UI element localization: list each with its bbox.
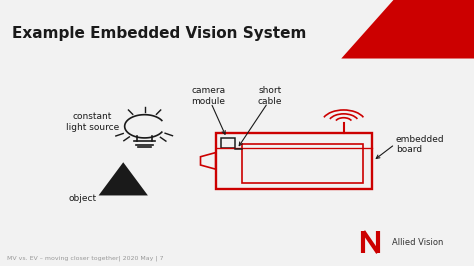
Text: short
cable: short cable xyxy=(258,86,283,106)
Text: constant
light source: constant light source xyxy=(66,113,119,132)
Bar xyxy=(216,133,372,189)
Text: object: object xyxy=(69,194,97,203)
Text: embedded
board: embedded board xyxy=(396,135,445,154)
Text: Example Embedded Vision System: Example Embedded Vision System xyxy=(12,26,306,41)
Bar xyxy=(221,138,235,148)
Text: Allied Vision: Allied Vision xyxy=(392,238,443,247)
Text: camera
module: camera module xyxy=(191,86,226,106)
Polygon shape xyxy=(99,162,148,196)
Bar xyxy=(242,144,363,183)
Polygon shape xyxy=(341,0,474,59)
Text: MV vs. EV – moving closer together| 2020 May | 7: MV vs. EV – moving closer together| 2020… xyxy=(7,256,164,261)
